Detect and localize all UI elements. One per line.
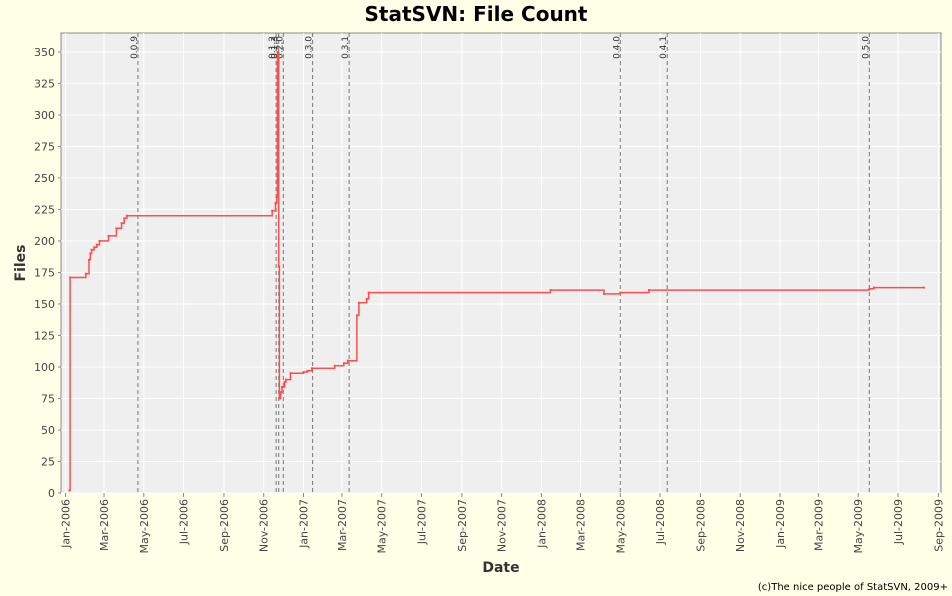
- data-point: [283, 381, 286, 384]
- release-marker-label: 0.1.3: [271, 36, 281, 59]
- x-tick-label: Jan-2009: [774, 499, 787, 549]
- y-tick-label: 100: [34, 361, 55, 374]
- data-point: [69, 276, 72, 279]
- data-point: [278, 397, 281, 400]
- y-tick-label: 275: [34, 140, 55, 153]
- y-tick-label: 350: [34, 46, 55, 59]
- data-point: [342, 362, 345, 365]
- data-point: [355, 314, 358, 317]
- y-tick-label: 250: [34, 172, 55, 185]
- footer-credit: (c)The nice people of StatSVN, 2009+: [757, 582, 948, 593]
- data-point: [333, 364, 336, 367]
- data-point: [89, 252, 92, 255]
- x-tick-label: Mar-2007: [336, 499, 349, 551]
- y-tick-label: 0: [48, 487, 55, 500]
- y-tick-label: 25: [41, 455, 55, 468]
- x-tick-label: May-2006: [138, 499, 151, 554]
- data-point: [357, 301, 360, 304]
- x-tick-label: Jul-2009: [892, 499, 905, 545]
- data-point: [549, 289, 552, 292]
- release-marker-label: 0.4.1: [659, 36, 669, 59]
- data-point: [923, 286, 926, 289]
- x-tick-label: May-2007: [376, 499, 389, 554]
- data-point: [68, 489, 71, 492]
- y-tick-label: 175: [34, 266, 55, 279]
- release-marker-label: 0.3.0: [305, 36, 315, 59]
- y-tick-label: 75: [41, 392, 55, 405]
- data-point: [277, 265, 280, 268]
- data-point: [120, 222, 123, 225]
- release-marker-label: 0.3.1: [341, 36, 351, 59]
- data-point: [274, 202, 277, 205]
- data-point: [98, 239, 101, 242]
- data-point: [367, 291, 370, 294]
- data-point: [306, 369, 309, 372]
- data-point: [872, 286, 875, 289]
- y-tick-label: 200: [34, 235, 55, 248]
- data-point: [346, 359, 349, 362]
- release-marker-label: 0.2.0: [275, 36, 285, 59]
- x-tick-label: Mar-2008: [575, 499, 588, 551]
- plot-area: [60, 32, 942, 494]
- y-tick-label: 300: [34, 109, 55, 122]
- data-point: [279, 391, 282, 394]
- data-point: [88, 258, 91, 261]
- data-point: [280, 386, 283, 389]
- x-axis-title: Date: [482, 560, 519, 576]
- data-point: [123, 217, 126, 220]
- release-marker-label: 0.0.9: [130, 36, 140, 59]
- data-point: [365, 297, 368, 300]
- x-tick-label: Jan-2007: [297, 499, 310, 549]
- x-tick-label: Mar-2006: [98, 499, 111, 551]
- x-tick-label: May-2008: [614, 499, 627, 554]
- x-tick-label: Sep-2009: [932, 499, 945, 552]
- y-tick-label: 150: [34, 298, 55, 311]
- x-tick-label: Jul-2008: [654, 499, 667, 545]
- x-tick-label: Jan-2008: [535, 499, 548, 549]
- data-point: [125, 214, 128, 217]
- y-tick-label: 50: [41, 424, 55, 437]
- chart-title: StatSVN: File Count: [364, 2, 588, 26]
- release-marker-label: 0.5.0: [861, 36, 871, 59]
- y-tick-label: 225: [34, 203, 55, 216]
- x-tick-label: Sep-2006: [218, 499, 231, 552]
- y-axis-title: Files: [13, 245, 29, 282]
- x-tick-label: Nov-2007: [496, 499, 509, 552]
- data-point: [107, 234, 110, 237]
- data-point: [619, 291, 622, 294]
- data-point: [868, 287, 871, 290]
- x-tick-label: May-2009: [852, 499, 865, 554]
- x-tick-label: Jan-2006: [60, 499, 73, 549]
- data-point: [302, 371, 305, 374]
- release-marker-label: 0.1.2: [268, 36, 278, 59]
- data-point: [276, 50, 279, 53]
- y-tick-label: 325: [34, 77, 55, 90]
- x-tick-label: Nov-2006: [258, 499, 271, 552]
- x-tick-label: Sep-2007: [456, 499, 469, 552]
- data-point: [115, 227, 118, 230]
- data-point: [284, 378, 287, 381]
- data-point: [310, 367, 313, 370]
- x-tick-label: Sep-2008: [694, 499, 707, 552]
- data-point: [289, 372, 292, 375]
- x-tick-label: Mar-2009: [812, 499, 825, 551]
- data-point: [95, 243, 98, 246]
- data-point: [271, 209, 274, 212]
- y-tick-label: 125: [34, 329, 55, 342]
- data-point: [275, 195, 278, 198]
- data-point: [90, 248, 93, 251]
- x-tick-label: Jul-2007: [415, 499, 428, 545]
- x-tick-label: Jul-2006: [178, 499, 191, 545]
- data-point: [602, 292, 605, 295]
- data-point: [93, 246, 96, 249]
- x-tick-label: Nov-2008: [734, 499, 747, 552]
- data-point: [647, 289, 650, 292]
- release-marker-label: 0.4.0: [612, 36, 622, 59]
- data-point: [84, 272, 87, 275]
